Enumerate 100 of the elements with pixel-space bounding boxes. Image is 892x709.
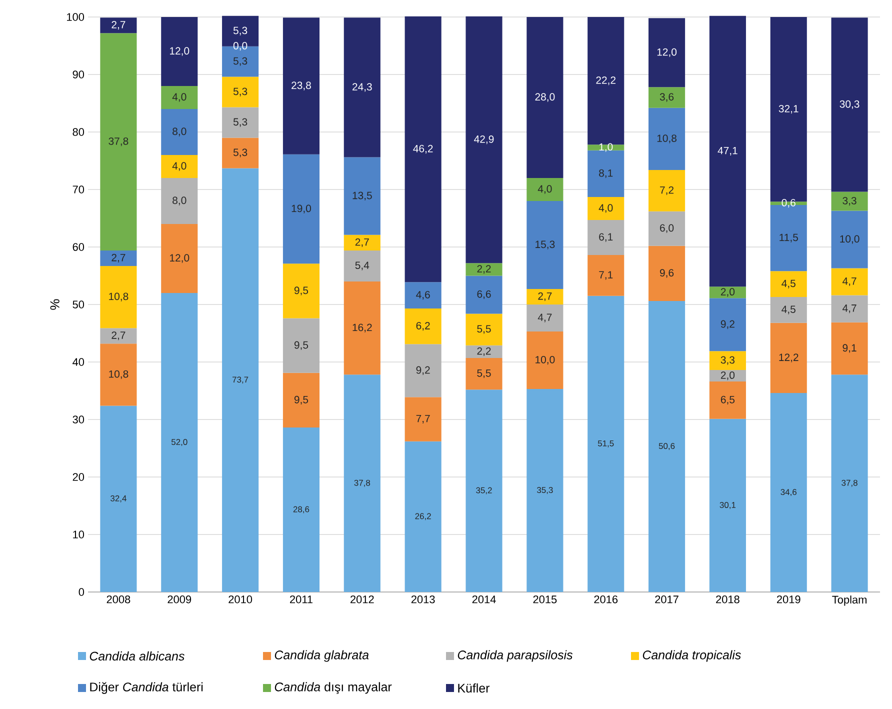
bar (709, 370, 746, 382)
bar (344, 374, 380, 592)
data-label: 12,0 (657, 48, 677, 57)
x-tick-label: 2019 (776, 596, 800, 604)
data-label: 30,1 (720, 502, 736, 509)
data-label: 6,6 (477, 290, 491, 300)
data-label: 3,3 (842, 196, 856, 206)
data-label: 5,3 (233, 57, 248, 66)
data-label: 2,7 (112, 332, 126, 340)
x-tick-label: 2016 (594, 596, 618, 604)
data-label: 23,8 (292, 82, 311, 90)
bar (709, 16, 746, 287)
bar (588, 144, 624, 150)
data-label: 9,2 (416, 366, 430, 375)
bar (161, 178, 198, 224)
y-tick-label: 20 (72, 473, 84, 481)
bar (466, 314, 502, 346)
data-label: 28,0 (535, 93, 555, 102)
data-label: 4,0 (598, 204, 613, 213)
y-tick-label: 50 (72, 300, 84, 308)
bar (770, 393, 807, 592)
bar (831, 210, 868, 268)
data-label: 51,5 (598, 440, 614, 448)
bar (282, 264, 320, 318)
data-label: 7,7 (416, 414, 430, 424)
data-label: 2,7 (355, 238, 369, 248)
bar (831, 374, 868, 592)
bar (282, 428, 320, 592)
bar (344, 234, 380, 250)
x-tick-label: 2011 (290, 596, 312, 604)
bar (466, 16, 502, 264)
bar (526, 16, 564, 178)
bar (831, 295, 868, 322)
data-label: 10,0 (536, 356, 555, 365)
x-tick-label: Toplam (832, 596, 866, 606)
bar (526, 304, 564, 332)
data-label: 3,6 (660, 93, 674, 102)
bar (648, 211, 686, 246)
data-label: 12,0 (170, 254, 190, 263)
bar (100, 406, 137, 592)
bar (344, 250, 380, 282)
data-label: 1,0 (599, 143, 613, 152)
data-label: 0,0 (233, 42, 248, 51)
data-label: 50,6 (658, 443, 675, 450)
bar (404, 344, 442, 398)
bar (770, 271, 807, 298)
legend-label: Candida tropicalis (642, 650, 741, 662)
data-label: 6,2 (416, 322, 430, 331)
data-label: 4,7 (842, 304, 856, 314)
legend-label: Küfler (458, 683, 490, 693)
data-label: 42,9 (474, 135, 494, 144)
data-label: 10,0 (840, 235, 860, 244)
data-label: 46,2 (413, 144, 433, 154)
data-label: 5,4 (355, 262, 370, 270)
data-label: 6,5 (720, 396, 735, 405)
data-label: 19,0 (292, 204, 311, 214)
data-label: 2,2 (477, 265, 491, 274)
bar (526, 389, 564, 592)
data-label: 10,8 (657, 134, 676, 144)
data-label: 5,3 (233, 148, 248, 158)
x-tick-label: 2010 (228, 596, 252, 604)
bar (282, 318, 320, 373)
bar (404, 282, 442, 309)
bar (709, 382, 746, 419)
data-label: 34,6 (780, 489, 796, 496)
bar (161, 154, 198, 178)
data-label: 26,2 (415, 513, 431, 520)
data-label: 37,8 (354, 480, 370, 487)
data-label: 5,5 (477, 325, 491, 334)
data-label: 4,7 (842, 278, 856, 286)
data-label: 12,0 (170, 47, 190, 56)
data-label: 4,6 (416, 290, 430, 300)
data-label: 35,2 (476, 487, 492, 494)
data-label: 9,5 (294, 396, 308, 405)
bar (588, 150, 624, 197)
bar (709, 418, 746, 592)
bar (161, 292, 198, 592)
data-label: 4,0 (172, 162, 186, 171)
bar (648, 108, 686, 170)
y-tick-label: 60 (72, 243, 84, 251)
data-label: 6,1 (599, 233, 613, 242)
bar (222, 76, 259, 108)
bar (161, 108, 198, 155)
bar (282, 18, 320, 154)
data-label: 4,5 (782, 280, 796, 288)
bar (404, 308, 442, 344)
data-label: 2,7 (538, 292, 552, 302)
x-tick-label: 2012 (350, 596, 374, 604)
data-label: 73,7 (232, 376, 248, 384)
data-label: 10,8 (109, 292, 128, 302)
data-label: 7,2 (660, 186, 674, 195)
bar (344, 157, 380, 235)
bar (588, 220, 624, 256)
bar (100, 250, 137, 266)
bar (466, 345, 502, 358)
bar (404, 441, 442, 592)
data-label: 37,8 (108, 137, 128, 146)
data-label: 32,1 (778, 104, 798, 114)
bar (648, 87, 686, 108)
bar (709, 351, 746, 370)
